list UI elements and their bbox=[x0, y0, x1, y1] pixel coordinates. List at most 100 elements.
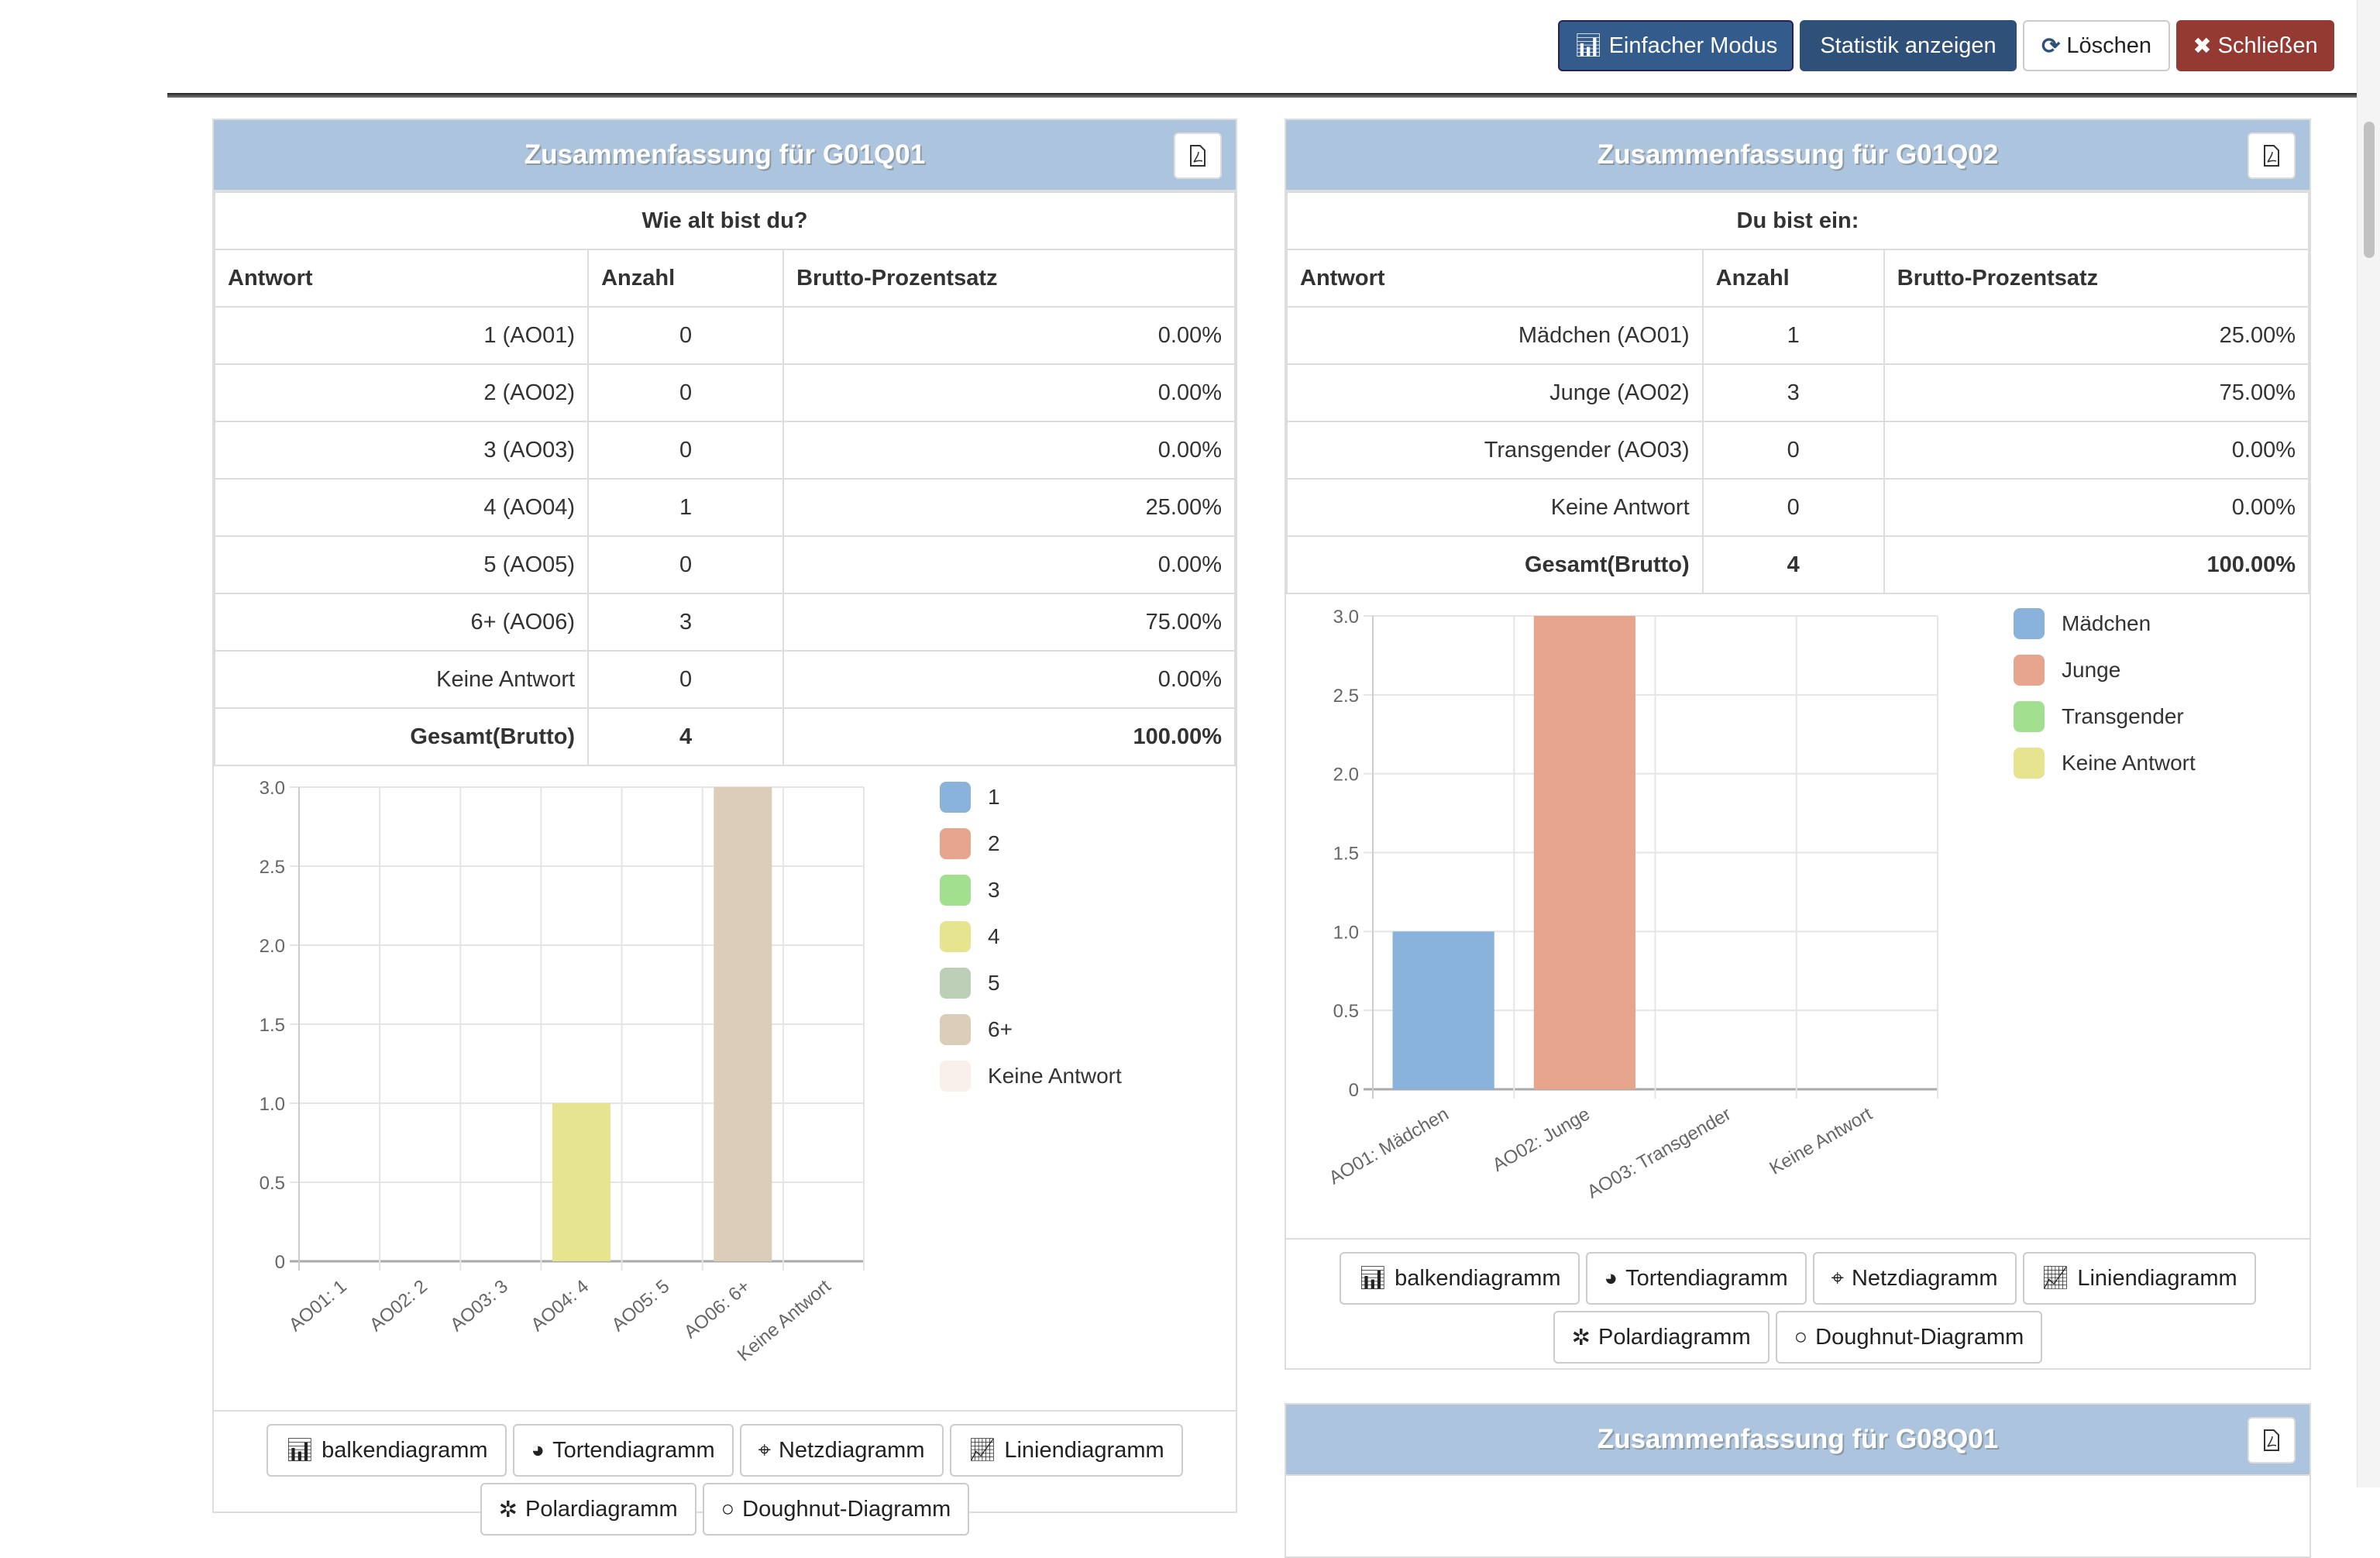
polar-icon: ✲ bbox=[498, 1497, 518, 1522]
export-pdf-button[interactable] bbox=[2248, 132, 2296, 179]
legend-item[interactable]: 2 bbox=[940, 820, 1122, 867]
legend-item[interactable]: Keine Antwort bbox=[2014, 740, 2196, 786]
bar[interactable] bbox=[552, 1103, 610, 1261]
x-tick-label: AO03: Transgender bbox=[1584, 1103, 1735, 1202]
table-row: 5 (AO05) 0 0.00% bbox=[213, 535, 1236, 594]
close-icon: ✖ bbox=[2193, 33, 2212, 59]
panel-title: Zusammenfassung für G08Q01 bbox=[1597, 1424, 1999, 1454]
pdf-icon bbox=[2264, 1429, 2279, 1451]
x-tick-label: AO01: Mädchen bbox=[1326, 1103, 1453, 1188]
answer-cell: Keine Antwort bbox=[213, 650, 590, 709]
percent-cell: 0.00% bbox=[782, 650, 1236, 709]
radar-icon: ⌖ bbox=[758, 1437, 771, 1463]
x-tick-label: AO04: 4 bbox=[527, 1276, 593, 1336]
doughnut-icon: ○ bbox=[1794, 1324, 1808, 1350]
answer-cell: Keine Antwort bbox=[1286, 478, 1704, 537]
close-button[interactable]: ✖ Schließen bbox=[2176, 20, 2334, 71]
legend-label: Keine Antwort bbox=[988, 1064, 1122, 1088]
chart-type-button-doughnut-diagramm[interactable]: ○ Doughnut-Diagramm bbox=[1775, 1311, 2043, 1364]
total-label: Gesamt(Brutto) bbox=[1286, 535, 1704, 594]
total-count: 4 bbox=[1701, 535, 1885, 594]
legend-item[interactable]: Junge bbox=[2014, 647, 2196, 693]
legend-item[interactable]: Keine Antwort bbox=[940, 1053, 1122, 1099]
legend-item[interactable]: 3 bbox=[940, 867, 1122, 913]
legend-label: 1 bbox=[988, 785, 1000, 809]
total-percent: 100.00% bbox=[782, 707, 1236, 766]
simple-mode-button[interactable]: 📊︎ Einfacher Modus bbox=[1558, 20, 1794, 71]
question-text: Du bist ein: bbox=[1286, 191, 2309, 250]
chart-type-buttons: 📊︎ balkendiagramm ◕ Tortendiagramm ⌖ Netzdiag… bbox=[214, 1412, 1236, 1536]
answer-cell: Transgender (AO03) bbox=[1286, 421, 1704, 480]
chart-type-button-balkendiagramm[interactable]: 📊︎ balkendiagramm bbox=[1340, 1252, 1580, 1305]
export-pdf-button[interactable] bbox=[1174, 132, 1222, 179]
table-row: 6+ (AO06) 3 75.00% bbox=[213, 593, 1236, 652]
y-tick-label: 2.0 bbox=[260, 936, 285, 957]
chart-type-button-polardiagramm[interactable]: ✲ Polardiagramm bbox=[1553, 1311, 1770, 1364]
total-row: Gesamt(Brutto) 4 100.00% bbox=[1286, 535, 2310, 594]
pdf-icon bbox=[2264, 145, 2279, 167]
export-pdf-button[interactable] bbox=[2248, 1417, 2296, 1463]
answer-cell: 4 (AO04) bbox=[213, 478, 590, 537]
bar[interactable] bbox=[714, 787, 772, 1261]
divider bbox=[167, 93, 2357, 98]
clear-button[interactable]: ⟳ Löschen bbox=[2023, 20, 2170, 71]
count-cell: 3 bbox=[1701, 363, 1885, 422]
y-tick-label: 0 bbox=[1349, 1080, 1359, 1101]
panel-title: Zusammenfassung für G01Q02 bbox=[1597, 139, 1999, 170]
table-row: 3 (AO03) 0 0.00% bbox=[213, 421, 1236, 480]
percent-cell: 0.00% bbox=[782, 535, 1236, 594]
chart-type-button-balkendiagramm[interactable]: 📊︎ balkendiagramm bbox=[267, 1424, 507, 1477]
chart-type-button-doughnut-diagramm[interactable]: ○ Doughnut-Diagramm bbox=[702, 1483, 970, 1536]
chart-type-button-netzdiagramm[interactable]: ⌖ Netzdiagramm bbox=[739, 1424, 944, 1477]
y-tick-label: 1.0 bbox=[1333, 922, 1359, 943]
chart-type-button-netzdiagramm[interactable]: ⌖ Netzdiagramm bbox=[1812, 1252, 2017, 1305]
y-tick-label: 2.0 bbox=[1333, 765, 1359, 786]
legend-label: Transgender bbox=[2062, 704, 2184, 728]
bar-chart-icon: 📊︎ bbox=[285, 1438, 315, 1463]
legend-item[interactable]: Transgender bbox=[2014, 693, 2196, 740]
chart-type-button-tortendiagramm[interactable]: ◕ Tortendiagramm bbox=[512, 1424, 734, 1477]
scrollbar-thumb[interactable] bbox=[2364, 122, 2375, 258]
answer-cell: Mädchen (AO01) bbox=[1286, 306, 1704, 365]
legend-label: Keine Antwort bbox=[2062, 751, 2196, 775]
legend-swatch bbox=[940, 875, 971, 906]
y-tick-label: 1.5 bbox=[260, 1015, 285, 1036]
y-tick-label: 3.0 bbox=[260, 778, 285, 799]
show-statistics-button[interactable]: Statistik anzeigen bbox=[1800, 20, 2017, 71]
legend-swatch bbox=[940, 968, 971, 999]
chart-type-button-liniendiagramm[interactable]: 📈︎ Liniendiagramm bbox=[2022, 1252, 2256, 1305]
table-row: 1 (AO01) 0 0.00% bbox=[213, 306, 1236, 365]
count-cell: 0 bbox=[587, 421, 785, 480]
legend-swatch bbox=[940, 782, 971, 813]
chart-type-button-liniendiagramm[interactable]: 📈︎ Liniendiagramm bbox=[949, 1424, 1183, 1477]
scrollbar[interactable] bbox=[2357, 0, 2380, 1487]
legend-item[interactable]: Mädchen bbox=[2014, 600, 2196, 647]
legend-label: 6+ bbox=[988, 1017, 1013, 1041]
answer-cell: 6+ (AO06) bbox=[213, 593, 590, 652]
panel-header: Zusammenfassung für G08Q01 bbox=[1286, 1405, 2309, 1476]
legend-item[interactable]: 5 bbox=[940, 960, 1122, 1006]
legend-item[interactable]: 4 bbox=[940, 913, 1122, 960]
legend-item[interactable]: 6+ bbox=[940, 1006, 1122, 1053]
answer-cell: 2 (AO02) bbox=[213, 363, 590, 422]
column-header: Brutto-Prozentsatz bbox=[782, 249, 1236, 308]
bar-chart: 0 0.5 1.0 1.5 2.0 2.5 3.0 AO01: Mädchen AO02: Ju… bbox=[1286, 594, 2309, 1240]
chart-type-button-tortendiagramm[interactable]: ◕ Tortendiagramm bbox=[1585, 1252, 1807, 1305]
percent-cell: 25.00% bbox=[1883, 306, 2310, 365]
chart-legend: 1 2 3 4 5 6+ Keine Antwort bbox=[940, 774, 1122, 1099]
y-tick-label: 2.5 bbox=[1333, 686, 1359, 707]
bar[interactable] bbox=[1392, 931, 1494, 1089]
legend-swatch bbox=[2014, 748, 2045, 779]
chart-type-button-polardiagramm[interactable]: ✲ Polardiagramm bbox=[480, 1483, 696, 1536]
answer-cell: 1 (AO01) bbox=[213, 306, 590, 365]
percent-cell: 0.00% bbox=[1883, 478, 2310, 537]
panel-header: Zusammenfassung für G01Q02 bbox=[1286, 120, 2309, 191]
y-tick-label: 1.0 bbox=[260, 1094, 285, 1115]
total-count: 4 bbox=[587, 707, 785, 766]
bar[interactable] bbox=[1533, 616, 1635, 1089]
legend-swatch bbox=[940, 1014, 971, 1045]
table-row: Keine Antwort 0 0.00% bbox=[1286, 478, 2310, 537]
legend-item[interactable]: 1 bbox=[940, 774, 1122, 820]
y-tick-label: 0 bbox=[275, 1252, 285, 1273]
pie-chart-icon: ◕ bbox=[1604, 1265, 1618, 1291]
